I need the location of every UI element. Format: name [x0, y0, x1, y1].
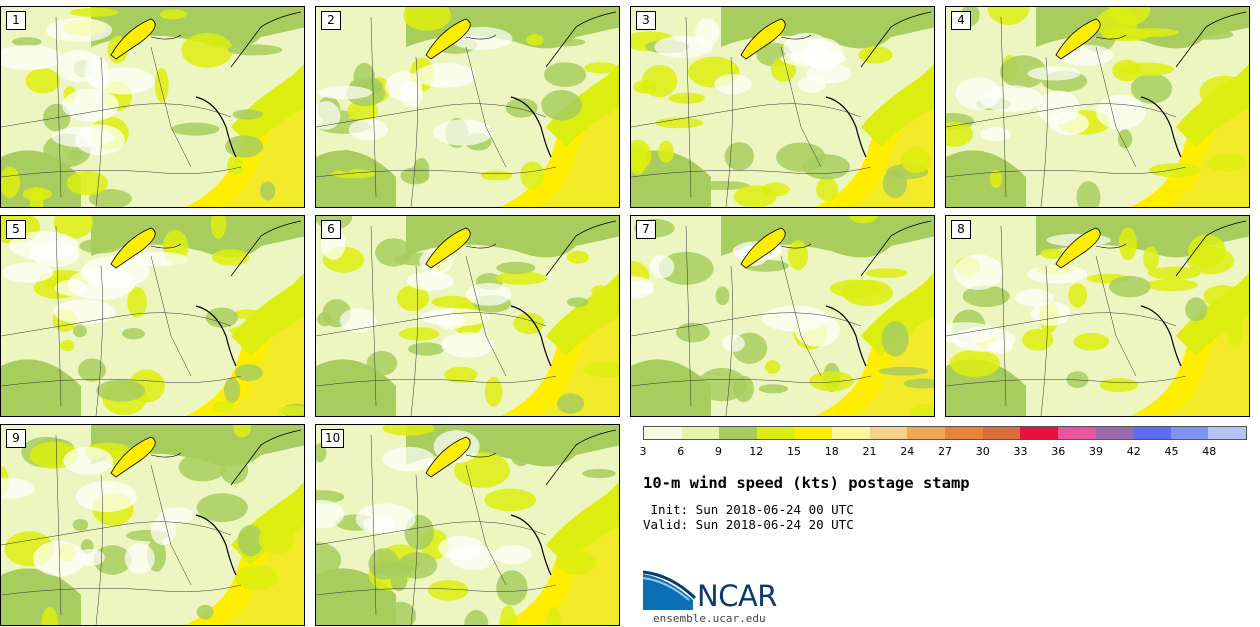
chart-title: 10-m wind speed (kts) postage stamp — [643, 474, 970, 492]
colorbar-segment — [644, 427, 682, 439]
wind-field-map — [1, 425, 304, 625]
map-panel-3: 3 — [630, 6, 935, 208]
wind-field-map — [946, 216, 1249, 416]
member-number-label: 9 — [6, 429, 26, 448]
wind-field-map — [316, 7, 619, 207]
colorbar-tick-label: 33 — [1013, 445, 1028, 458]
map-panel-7: 7 — [630, 215, 935, 417]
member-number-label: 10 — [321, 429, 345, 448]
colorbar-segment — [1020, 427, 1058, 439]
colorbar-segment — [1095, 427, 1134, 439]
colorbar-segment — [1170, 427, 1209, 439]
colorbar-tick-label: 42 — [1126, 445, 1141, 458]
wind-field-map — [631, 7, 934, 207]
init-time: Init: Sun 2018-06-24 00 UTC — [643, 502, 854, 517]
colorbar-segment — [832, 427, 870, 439]
colorbar-segment — [1057, 427, 1096, 439]
member-number-label: 4 — [951, 11, 971, 30]
colorbar-segment — [756, 427, 795, 439]
colorbar-segment — [681, 427, 720, 439]
colorbar-ticks: 3 6 9 12 15 18 21 24 27 30 33 36 39 42 45 48 — [639, 445, 1247, 459]
ncar-logo-icon — [643, 570, 697, 610]
member-number-label: 1 — [6, 11, 26, 30]
map-panel-10: 10 — [315, 424, 620, 626]
ncar-wordmark: NCAR — [697, 579, 777, 613]
member-number-label: 6 — [321, 220, 341, 239]
colorbar-segment — [869, 427, 908, 439]
colorbar-tick-label: 12 — [749, 445, 764, 458]
colorbar — [643, 426, 1247, 440]
map-panel-6: 6 — [315, 215, 620, 417]
colorbar-tick-label: 45 — [1164, 445, 1179, 458]
wind-field-map — [631, 216, 934, 416]
colorbar-segment — [1133, 427, 1171, 439]
colorbar-tick-label: 3 — [639, 445, 647, 458]
map-panel-2: 2 — [315, 6, 620, 208]
wind-field-map — [316, 425, 619, 625]
colorbar-tick-label: 18 — [824, 445, 839, 458]
colorbar-tick-label: 6 — [677, 445, 685, 458]
colorbar-segment — [794, 427, 833, 439]
wind-field-map — [316, 216, 619, 416]
colorbar-tick-label: 9 — [715, 445, 722, 458]
member-number-label: 7 — [636, 220, 656, 239]
member-number-label: 3 — [636, 11, 656, 30]
colorbar-tick-label: 24 — [900, 445, 915, 458]
colorbar-tick-label: 21 — [862, 445, 877, 458]
map-panel-4: 4 — [945, 6, 1250, 208]
colorbar-tick-label: 27 — [938, 445, 952, 458]
colorbar-segment — [945, 427, 983, 439]
wind-field-map — [1, 216, 304, 416]
colorbar-tick-label: 39 — [1089, 445, 1103, 458]
member-number-label: 5 — [6, 220, 26, 239]
map-panel-9: 9 — [0, 424, 305, 626]
colorbar-segment — [1208, 427, 1246, 439]
member-number-label: 2 — [321, 11, 341, 30]
valid-time: Valid: Sun 2018-06-24 20 UTC — [643, 517, 854, 532]
wind-field-map — [946, 7, 1249, 207]
wind-field-map — [1, 7, 304, 207]
map-panel-1: 1 — [0, 6, 305, 208]
site-url: ensemble.ucar.edu — [653, 612, 766, 625]
colorbar-tick-label: 15 — [787, 445, 801, 458]
colorbar-tick-label: 36 — [1051, 445, 1066, 458]
colorbar-segment — [982, 427, 1021, 439]
member-number-label: 8 — [951, 220, 971, 239]
colorbar-segment — [907, 427, 945, 439]
map-panel-8: 8 — [945, 215, 1250, 417]
colorbar-tick-label: 30 — [975, 445, 990, 458]
map-panel-5: 5 — [0, 215, 305, 417]
colorbar-tick-label: 48 — [1202, 445, 1217, 458]
colorbar-segment — [719, 427, 757, 439]
